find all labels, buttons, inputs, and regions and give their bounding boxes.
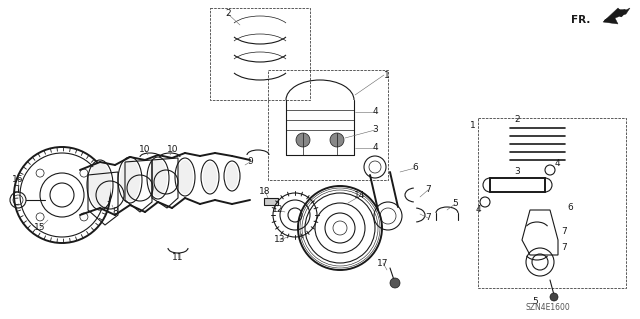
Text: 6: 6 — [567, 204, 573, 212]
Text: 2: 2 — [514, 115, 520, 124]
Ellipse shape — [226, 163, 238, 189]
Polygon shape — [603, 8, 630, 24]
Text: 3: 3 — [372, 125, 378, 135]
Text: 7: 7 — [425, 186, 431, 195]
Ellipse shape — [89, 162, 111, 208]
Ellipse shape — [149, 159, 167, 197]
Bar — [264, 198, 278, 205]
Text: SZN4E1600: SZN4E1600 — [525, 303, 570, 313]
Text: 13: 13 — [275, 235, 285, 244]
Circle shape — [296, 133, 310, 147]
Text: 16: 16 — [12, 175, 24, 184]
Text: 7: 7 — [561, 227, 567, 236]
Text: 2: 2 — [225, 10, 231, 19]
Text: 4: 4 — [372, 144, 378, 152]
Text: 14: 14 — [355, 191, 365, 201]
Circle shape — [390, 278, 400, 288]
Text: 4: 4 — [554, 159, 560, 167]
Text: 3: 3 — [514, 167, 520, 176]
Text: 4: 4 — [372, 108, 378, 116]
Text: 7: 7 — [561, 243, 567, 253]
Text: 12: 12 — [272, 205, 284, 214]
Text: 10: 10 — [167, 145, 179, 154]
Text: 15: 15 — [35, 224, 45, 233]
Bar — [478, 118, 626, 288]
Text: 4: 4 — [475, 205, 481, 214]
Text: FR.: FR. — [571, 15, 590, 25]
Circle shape — [550, 293, 558, 301]
Text: 5: 5 — [532, 298, 538, 307]
Text: 9: 9 — [247, 158, 253, 167]
Text: 1: 1 — [384, 70, 390, 79]
Text: 8: 8 — [112, 207, 118, 217]
Text: 1: 1 — [470, 121, 476, 130]
Circle shape — [330, 133, 344, 147]
Ellipse shape — [120, 159, 140, 201]
Text: 11: 11 — [172, 254, 184, 263]
Text: 7: 7 — [425, 213, 431, 222]
Text: 10: 10 — [140, 145, 151, 154]
Text: 6: 6 — [412, 164, 418, 173]
Bar — [268, 70, 388, 180]
Text: 5: 5 — [452, 199, 458, 209]
Bar — [210, 8, 310, 100]
Text: 18: 18 — [259, 187, 271, 196]
Ellipse shape — [177, 160, 193, 194]
Text: 17: 17 — [377, 258, 388, 268]
Ellipse shape — [203, 162, 217, 192]
